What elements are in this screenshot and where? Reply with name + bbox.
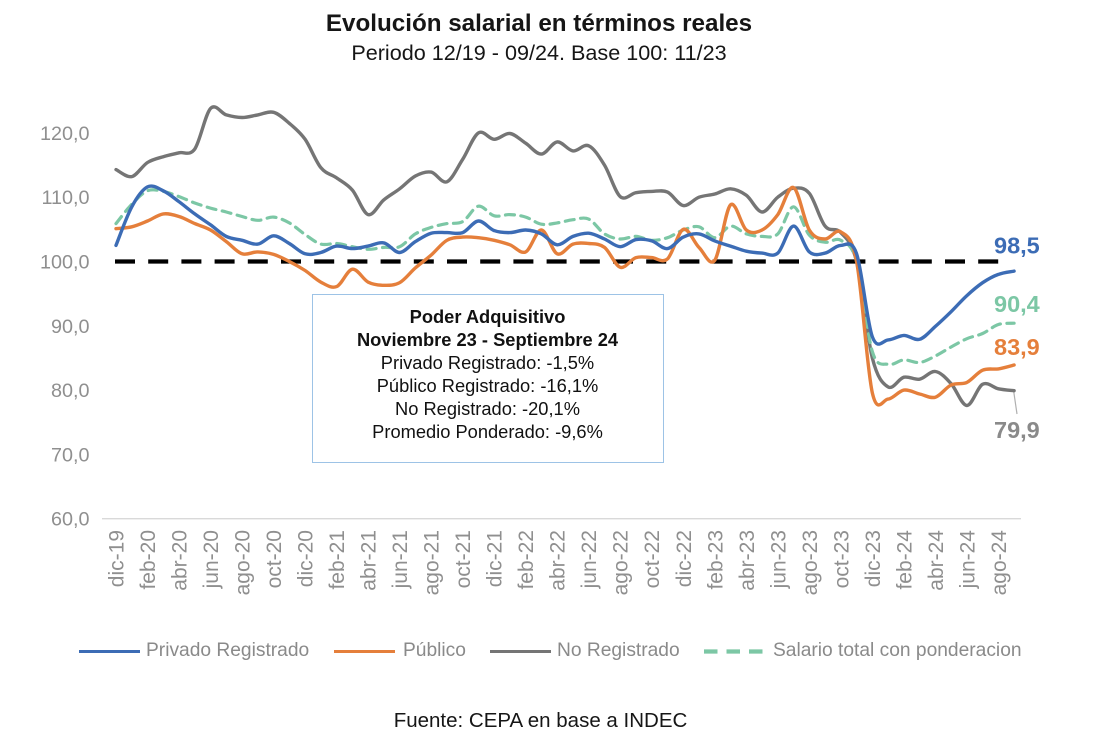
svg-text:ago-24: ago-24 — [988, 530, 1011, 596]
svg-text:abr-23: abr-23 — [736, 530, 759, 591]
svg-text:90,4: 90,4 — [994, 291, 1040, 317]
svg-text:98,5: 98,5 — [994, 233, 1040, 259]
svg-text:feb-22: feb-22 — [515, 530, 538, 590]
svg-text:dic-21: dic-21 — [484, 530, 507, 587]
svg-text:jun-20: jun-20 — [200, 530, 223, 589]
svg-text:ago-21: ago-21 — [421, 530, 444, 595]
svg-text:70,0: 70,0 — [51, 444, 90, 466]
svg-text:jun-23: jun-23 — [767, 530, 790, 589]
svg-text:dic-19: dic-19 — [106, 530, 129, 587]
svg-text:dic-23: dic-23 — [862, 530, 885, 587]
svg-text:110,0: 110,0 — [41, 187, 89, 209]
svg-text:ago-22: ago-22 — [610, 530, 633, 595]
svg-text:dic-20: dic-20 — [295, 530, 318, 587]
svg-text:60,0: 60,0 — [51, 509, 90, 531]
svg-text:oct-22: oct-22 — [641, 530, 664, 588]
svg-text:83,9: 83,9 — [994, 334, 1040, 360]
svg-text:abr-22: abr-22 — [547, 530, 570, 591]
svg-text:80,0: 80,0 — [51, 380, 90, 402]
svg-text:oct-20: oct-20 — [263, 530, 286, 588]
svg-text:jun-22: jun-22 — [578, 530, 601, 589]
svg-text:feb-21: feb-21 — [326, 530, 349, 590]
svg-text:oct-23: oct-23 — [830, 530, 853, 588]
svg-text:dic-22: dic-22 — [673, 530, 696, 587]
svg-text:ago-20: ago-20 — [232, 530, 255, 595]
svg-text:oct-21: oct-21 — [452, 530, 475, 588]
svg-text:ago-23: ago-23 — [799, 530, 822, 595]
svg-text:feb-23: feb-23 — [704, 530, 727, 590]
svg-text:79,9: 79,9 — [994, 417, 1040, 443]
svg-text:120,0: 120,0 — [40, 123, 90, 145]
svg-text:feb-20: feb-20 — [137, 530, 160, 590]
svg-text:100,0: 100,0 — [40, 252, 90, 274]
svg-text:90,0: 90,0 — [51, 316, 90, 338]
svg-text:abr-21: abr-21 — [358, 530, 381, 591]
svg-text:jun-24: jun-24 — [956, 530, 979, 590]
svg-text:abr-20: abr-20 — [169, 530, 192, 591]
svg-text:feb-24: feb-24 — [893, 530, 916, 590]
svg-text:abr-24: abr-24 — [925, 530, 948, 591]
svg-text:jun-21: jun-21 — [389, 530, 412, 589]
